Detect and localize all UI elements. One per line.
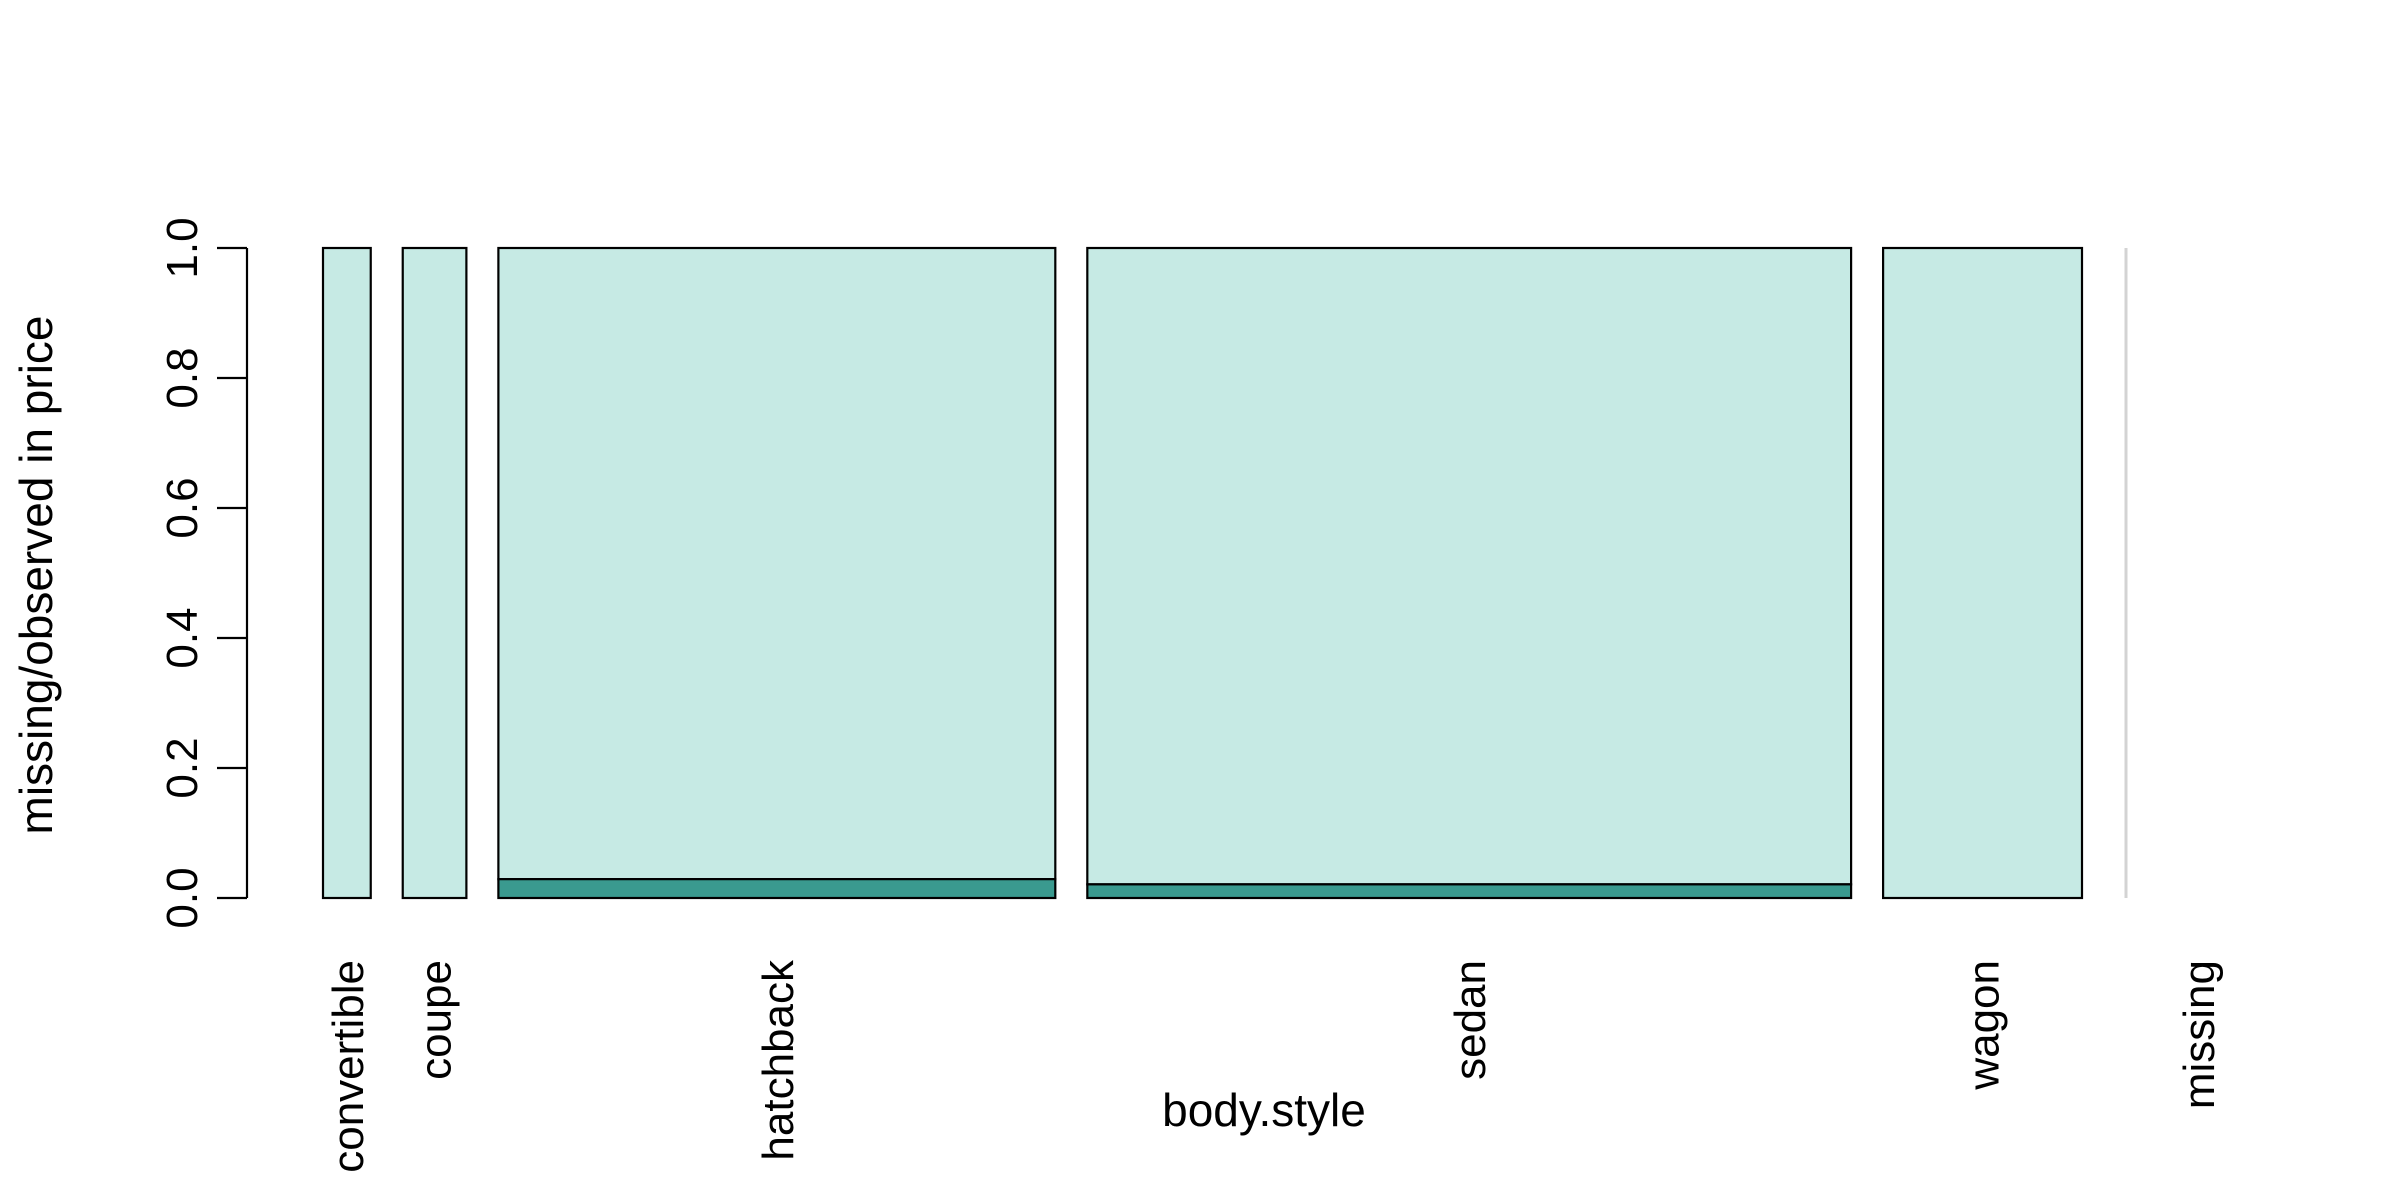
bar-observed-convertible	[321, 246, 372, 900]
y-tick-label: 0.0	[158, 867, 207, 928]
y-axis-title: missing/observed in price	[10, 315, 62, 834]
bar-observed-wagon	[1881, 246, 2084, 900]
category-label-hatchback: hatchback	[754, 959, 803, 1161]
category-labels: convertible coupe hatchback sedan wagon missi…	[324, 959, 2224, 1173]
category-label-coupe: coupe	[412, 960, 461, 1080]
category-label-missing: missing	[2175, 960, 2224, 1109]
y-tick-label: 0.8	[158, 347, 207, 408]
y-tick-label: 1.0	[158, 217, 207, 278]
bar-observed-coupe	[401, 246, 468, 900]
bar-missing-hatchback	[497, 878, 1057, 900]
y-tick-label: 0.4	[158, 607, 207, 668]
category-label-convertible: convertible	[324, 960, 373, 1173]
bar-observed-sedan	[1086, 246, 1853, 886]
category-label-sedan: sedan	[1446, 960, 1495, 1080]
bar-observed-hatchback	[497, 246, 1057, 881]
category-label-wagon: wagon	[1960, 960, 2009, 1091]
bars	[321, 246, 2128, 900]
bar-missing-sedan	[1086, 883, 1853, 900]
x-axis-title: body.style	[1162, 1084, 1366, 1136]
y-axis: 0.0 0.2 0.4 0.6 0.8 1.0	[158, 217, 249, 929]
y-tick-label: 0.2	[158, 737, 207, 798]
y-tick-label: 0.6	[158, 477, 207, 538]
